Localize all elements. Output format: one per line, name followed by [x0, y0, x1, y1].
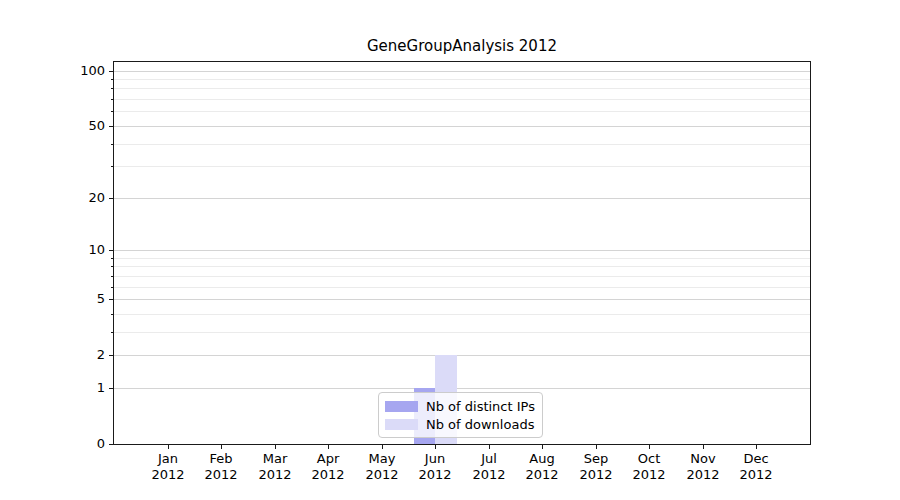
x-tick-label-year: 2012: [724, 467, 788, 483]
chart-figure: GeneGroupAnalysis 2012 0125102050100 Jan…: [0, 0, 900, 500]
legend-label-downloads: Nb of downloads: [426, 417, 534, 432]
legend-label-distinct-ips: Nb of distinct IPs: [426, 399, 535, 414]
x-tick-mark: [489, 445, 490, 449]
x-tick-mark: [542, 445, 543, 449]
x-tick-mark: [221, 445, 222, 449]
x-tick-mark: [382, 445, 383, 449]
x-tick-mark: [275, 445, 276, 449]
x-tick-mark: [703, 445, 704, 449]
legend-item-distinct-ips: Nb of distinct IPs: [385, 397, 536, 415]
x-tick-mark: [596, 445, 597, 449]
legend-item-downloads: Nb of downloads: [385, 415, 536, 433]
legend-swatch-distinct-ips: [385, 401, 418, 412]
x-tick-mark: [649, 445, 650, 449]
x-tick-mark: [435, 445, 436, 449]
legend-swatch-downloads: [385, 419, 418, 430]
x-tick-mark: [328, 445, 329, 449]
x-tick-label-dec: Dec2012: [724, 451, 788, 483]
legend-box: Nb of distinct IPs Nb of downloads: [378, 392, 543, 438]
x-tick-mark: [168, 445, 169, 449]
x-tick-mark: [756, 445, 757, 449]
